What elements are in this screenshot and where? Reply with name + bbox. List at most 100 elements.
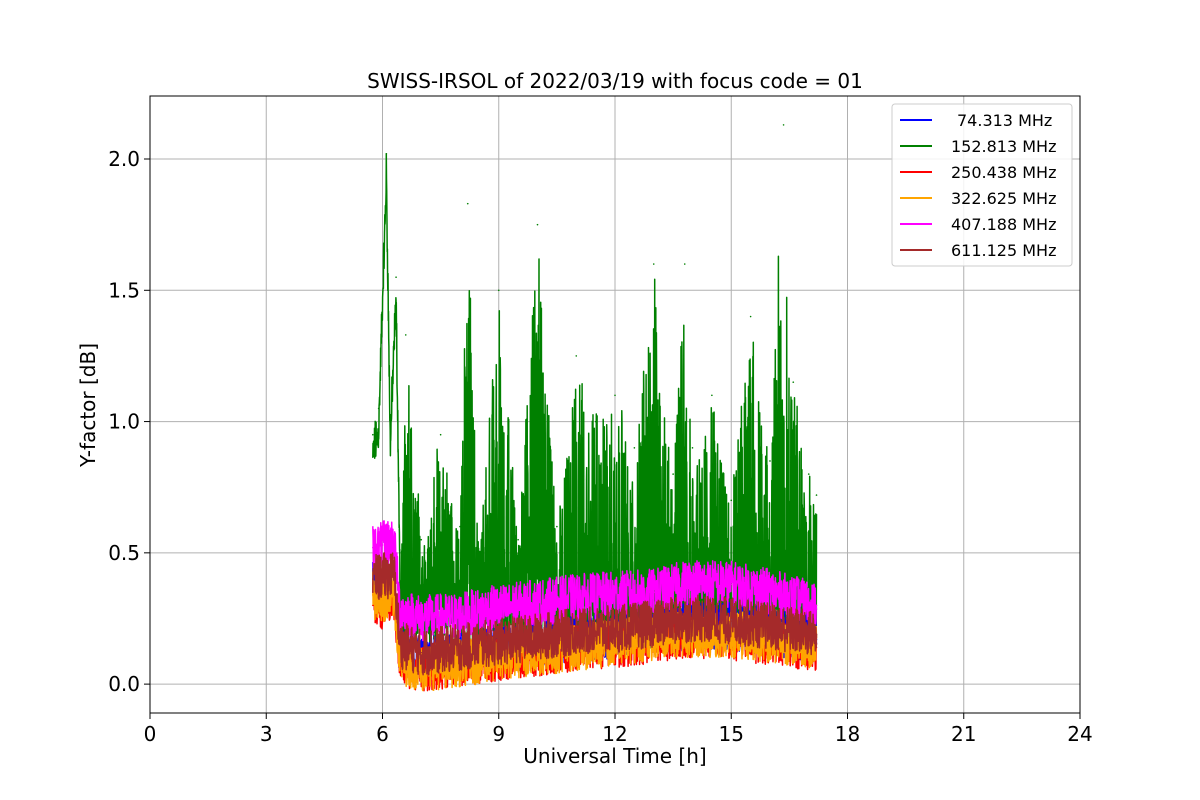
legend-label: 322.625 MHz xyxy=(951,189,1056,208)
data-point xyxy=(372,578,374,580)
y-tick-label: 0.5 xyxy=(108,541,140,565)
data-point xyxy=(683,263,686,265)
data-point xyxy=(769,460,771,462)
data-point xyxy=(395,276,397,278)
data-point xyxy=(372,594,374,596)
legend-box xyxy=(891,103,1073,267)
data-point xyxy=(614,394,616,397)
data-point xyxy=(769,625,771,628)
data-point xyxy=(466,202,469,205)
data-point xyxy=(459,615,461,617)
data-point xyxy=(614,628,616,630)
data-point xyxy=(769,591,771,594)
data-point xyxy=(594,420,597,423)
data-point xyxy=(575,355,578,357)
series-line xyxy=(372,520,818,642)
y-tick-label: 0.0 xyxy=(108,672,140,696)
data-point xyxy=(381,575,384,578)
data-point xyxy=(439,433,442,436)
data-point xyxy=(730,620,733,622)
legend-label: 407.188 MHz xyxy=(951,215,1056,234)
data-point xyxy=(381,599,384,601)
data-point xyxy=(536,223,539,226)
y-tick-label: 1.5 xyxy=(108,278,140,302)
x-tick-label: 21 xyxy=(951,722,976,746)
data-point xyxy=(730,583,733,586)
legend-label: 250.438 MHz xyxy=(951,163,1056,182)
data-point xyxy=(420,538,423,541)
data-point xyxy=(377,407,380,410)
data-point xyxy=(691,617,694,620)
data-point xyxy=(815,633,818,636)
data-point xyxy=(614,594,616,596)
data-point xyxy=(420,651,423,654)
data-point xyxy=(478,552,481,554)
data-point xyxy=(399,643,401,646)
data-point xyxy=(536,651,539,654)
data-point xyxy=(691,447,694,449)
data-point xyxy=(575,630,578,633)
x-tick-label: 3 xyxy=(260,722,273,746)
y-tick-label: 1.0 xyxy=(108,410,140,434)
data-point xyxy=(652,591,655,594)
data-point xyxy=(381,544,384,546)
data-point xyxy=(792,381,795,383)
data-point xyxy=(497,641,500,643)
x-tick-label: 6 xyxy=(376,722,389,746)
data-point xyxy=(691,580,694,583)
data-point xyxy=(399,552,401,554)
legend-label: 611.125 MHz xyxy=(951,241,1056,260)
x-tick-label: 18 xyxy=(835,722,860,746)
data-point xyxy=(749,315,752,318)
data-point xyxy=(730,499,733,502)
x-axis-label: Universal Time [h] xyxy=(523,744,706,768)
x-tick-label: 12 xyxy=(602,722,627,746)
series-5 xyxy=(372,552,818,676)
data-point xyxy=(815,494,818,496)
data-point xyxy=(399,609,401,612)
series-line xyxy=(372,552,818,676)
y-tick-label: 2.0 xyxy=(108,147,140,171)
y-axis-label: Y-factor [dB] xyxy=(76,343,100,468)
data-point xyxy=(633,447,636,449)
y-axis-ticks: 0.0 0.5 1.0 1.5 2.0 xyxy=(108,147,150,696)
data-point xyxy=(517,538,519,541)
x-tick-label: 9 xyxy=(492,722,505,746)
x-tick-label: 15 xyxy=(719,722,744,746)
data-point xyxy=(459,525,461,528)
x-tick-label: 0 xyxy=(144,722,157,746)
data-point xyxy=(420,617,423,620)
data-point xyxy=(652,622,655,625)
data-point xyxy=(393,538,395,541)
data-point xyxy=(711,394,713,397)
data-point xyxy=(652,263,655,265)
plot-series-area xyxy=(372,124,818,692)
legend-label: 152.813 MHz xyxy=(951,137,1056,156)
data-point xyxy=(672,473,674,475)
data-point xyxy=(389,420,392,423)
data-point xyxy=(393,596,395,599)
x-axis-ticks: 0 3 6 9 12 15 18 21 24 xyxy=(144,713,1093,746)
data-point xyxy=(497,607,500,609)
data-point xyxy=(372,433,374,436)
data-point xyxy=(393,573,395,575)
data-point xyxy=(497,289,500,292)
chart-title: SWISS-IRSOL of 2022/03/19 with focus cod… xyxy=(367,69,863,93)
data-point xyxy=(536,601,539,604)
data-point xyxy=(815,604,818,607)
x-tick-label: 24 xyxy=(1067,722,1092,746)
data-point xyxy=(404,334,407,336)
legend: 74.313 MHz 152.813 MHz 250.438 MHz 322.625 … xyxy=(891,103,1073,267)
data-point xyxy=(385,152,388,155)
data-point xyxy=(459,646,461,649)
data-point xyxy=(575,596,578,599)
series-4 xyxy=(372,520,818,642)
data-point xyxy=(372,546,374,549)
legend-label: 74.313 MHz xyxy=(957,111,1052,130)
data-point xyxy=(399,659,401,662)
data-point xyxy=(536,636,539,638)
data-point xyxy=(556,525,558,528)
data-point xyxy=(782,124,785,126)
data-point xyxy=(807,473,810,475)
